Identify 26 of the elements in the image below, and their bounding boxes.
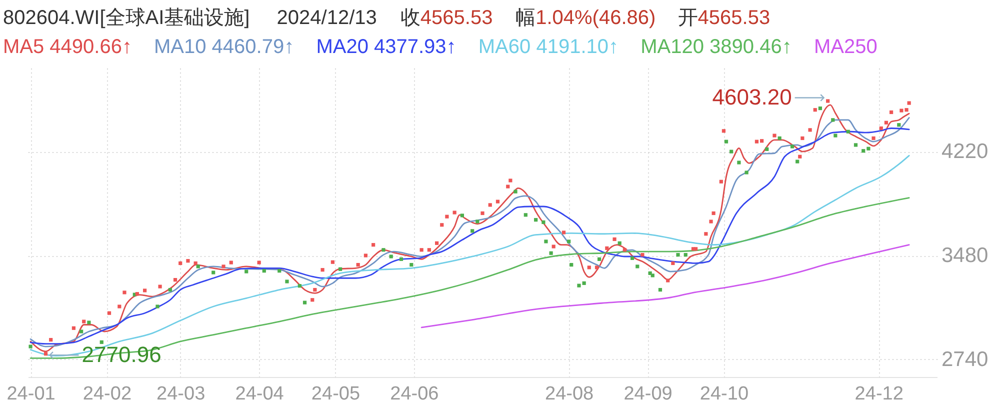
y-tick-label: 4220 bbox=[942, 140, 988, 164]
x-tick-label: 24-01 bbox=[6, 384, 56, 404]
y-tick-label: 3480 bbox=[942, 244, 988, 268]
chart-title: 802604.WI[全球AI基础设施] bbox=[3, 7, 250, 29]
annotation: 4603.20 bbox=[712, 84, 792, 110]
x-tick-label: 24-03 bbox=[156, 384, 206, 404]
text: MA10 4460.79↑ bbox=[154, 36, 294, 58]
line-series bbox=[420, 244, 910, 328]
text: 幅1.04%(46.86) bbox=[516, 7, 656, 29]
x-tick-label: 24-05 bbox=[311, 384, 360, 404]
text: MA120 3890.46↑ bbox=[640, 36, 792, 58]
x-tick-label: 24-02 bbox=[82, 384, 132, 404]
text: MA5 4490.66↑ bbox=[3, 36, 132, 58]
chart-subtitle: 2024/12/13 bbox=[276, 7, 377, 29]
x-tick-label: 24-09 bbox=[624, 384, 672, 404]
x-tick-label: 24-08 bbox=[545, 384, 594, 404]
text: MA20 4377.93↑ bbox=[316, 36, 456, 58]
text: MA60 4191.10↑ bbox=[478, 36, 619, 58]
x-tick-label: 24-10 bbox=[700, 384, 749, 404]
text: 开4565.53 bbox=[678, 7, 770, 29]
x-tick-label: 24-04 bbox=[235, 384, 284, 404]
x-tick-label: 24-12 bbox=[854, 384, 904, 404]
y-tick-label: 2740 bbox=[942, 348, 988, 371]
text: 收4565.53 bbox=[400, 7, 493, 29]
text: MA250 bbox=[814, 36, 878, 58]
x-tick-label: 24-06 bbox=[390, 384, 439, 404]
